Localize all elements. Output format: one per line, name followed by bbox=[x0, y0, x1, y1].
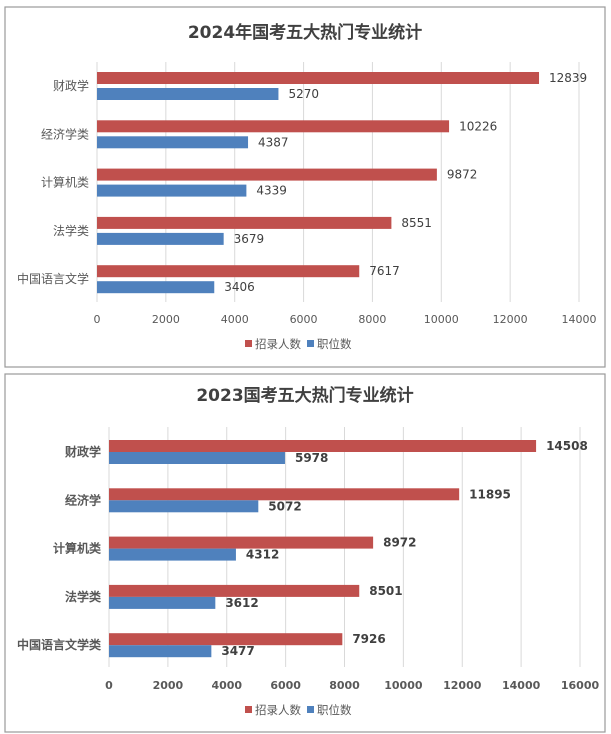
category-label: 计算机类 bbox=[41, 175, 89, 190]
x-tick-label: 12000 bbox=[443, 679, 482, 692]
data-label: 4387 bbox=[258, 135, 289, 149]
chart-title: 2024年国考五大热门专业统计 bbox=[188, 22, 422, 43]
x-tick-label: 2000 bbox=[152, 313, 180, 326]
category-label: 财政学 bbox=[64, 444, 101, 459]
x-tick-label: 14000 bbox=[562, 313, 597, 326]
data-label: 8972 bbox=[383, 536, 416, 550]
chart-title: 2023国考五大热门专业统计 bbox=[196, 385, 413, 406]
data-label: 8551 bbox=[401, 216, 432, 230]
bar-recruits bbox=[97, 265, 360, 278]
x-tick-label: 0 bbox=[94, 313, 101, 326]
data-label: 8501 bbox=[369, 584, 402, 598]
data-label: 7926 bbox=[352, 632, 385, 646]
chart-panel bbox=[4, 373, 606, 733]
x-tick-label: 14000 bbox=[502, 679, 541, 692]
category-label: 中国语言文学 bbox=[17, 271, 89, 286]
data-label: 3406 bbox=[224, 280, 255, 294]
bar-positions bbox=[97, 184, 247, 197]
data-label: 4339 bbox=[256, 184, 287, 198]
x-tick-label: 6000 bbox=[270, 679, 301, 692]
bar-recruits bbox=[109, 488, 460, 501]
x-tick-label: 8000 bbox=[329, 679, 360, 692]
category-label: 法学类 bbox=[53, 223, 89, 238]
bar-positions bbox=[97, 88, 279, 100]
x-tick-label: 6000 bbox=[290, 313, 318, 326]
category-label: 经济学类 bbox=[41, 126, 89, 141]
bar-recruits bbox=[97, 72, 540, 84]
bar-positions bbox=[109, 596, 216, 609]
bar-positions bbox=[109, 500, 259, 513]
bar-positions bbox=[109, 452, 285, 464]
x-tick-label: 8000 bbox=[358, 313, 386, 326]
bar-positions bbox=[97, 136, 249, 149]
bar-recruits bbox=[109, 536, 374, 549]
data-label: 5978 bbox=[295, 451, 328, 465]
legend-label: 职位数 bbox=[317, 337, 352, 351]
bar-recruits bbox=[109, 440, 537, 452]
bar-recruits bbox=[97, 168, 437, 181]
x-tick-label: 10000 bbox=[424, 313, 459, 326]
category-label: 中国语言文学类 bbox=[17, 637, 102, 652]
bar-positions bbox=[109, 548, 236, 561]
legend-label: 职位数 bbox=[317, 703, 352, 717]
data-label: 3612 bbox=[225, 596, 258, 610]
category-label: 财政学 bbox=[53, 78, 89, 93]
bar-positions bbox=[97, 281, 215, 294]
category-label: 法学类 bbox=[65, 589, 102, 604]
bar-recruits bbox=[97, 216, 392, 229]
chart-0: 2024年国考五大热门专业统计 0 2000 4000 6000 8000 10000 120… bbox=[4, 6, 606, 368]
data-label: 3679 bbox=[234, 232, 265, 246]
data-label: 7617 bbox=[369, 264, 400, 278]
bar-positions bbox=[109, 645, 212, 658]
data-label: 10226 bbox=[459, 119, 497, 133]
x-tick-label: 4000 bbox=[221, 313, 249, 326]
data-label: 5072 bbox=[268, 499, 301, 513]
bar-recruits bbox=[109, 633, 343, 646]
x-tick-label: 16000 bbox=[561, 679, 600, 692]
data-label: 14508 bbox=[546, 439, 588, 453]
legend-label: 招录人数 bbox=[255, 337, 301, 351]
data-label: 4312 bbox=[246, 548, 279, 562]
data-label: 11895 bbox=[469, 487, 511, 501]
category-label: 经济学 bbox=[65, 492, 101, 507]
bar-positions bbox=[97, 232, 224, 245]
x-tick-label: 10000 bbox=[384, 679, 423, 692]
legend-swatch bbox=[245, 340, 252, 347]
legend-swatch bbox=[307, 706, 314, 713]
x-tick-label: 0 bbox=[105, 679, 113, 692]
x-tick-label: 12000 bbox=[493, 313, 528, 326]
category-label: 计算机类 bbox=[53, 541, 102, 556]
data-label: 3477 bbox=[221, 644, 254, 658]
legend-swatch bbox=[307, 340, 314, 347]
bar-recruits bbox=[109, 584, 360, 597]
data-label: 9872 bbox=[447, 168, 478, 182]
legend-swatch bbox=[245, 706, 252, 713]
x-tick-label: 4000 bbox=[211, 679, 242, 692]
data-label: 12839 bbox=[549, 71, 587, 85]
chart-1: 2023国考五大热门专业统计 0 2000 4000 6000 8000 10000 1200… bbox=[4, 373, 606, 733]
data-label: 5270 bbox=[288, 87, 319, 101]
bar-recruits bbox=[97, 120, 450, 133]
legend-label: 招录人数 bbox=[255, 703, 301, 717]
x-tick-label: 2000 bbox=[153, 679, 184, 692]
